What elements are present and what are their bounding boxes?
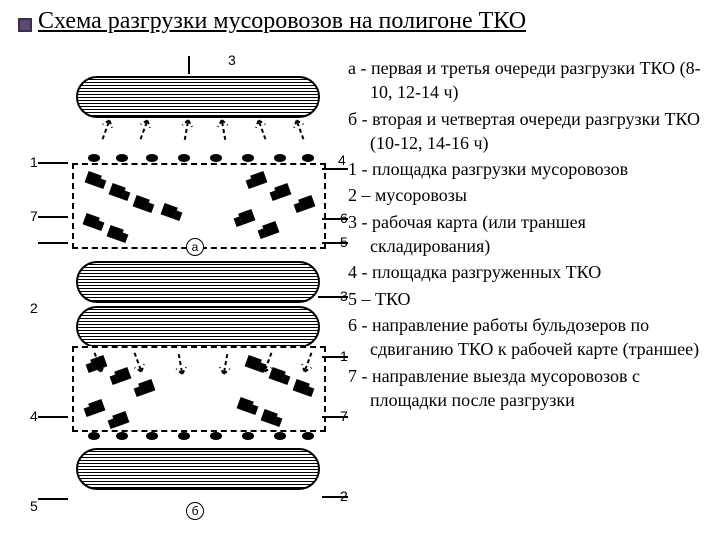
- waste-pile: [178, 154, 190, 162]
- panel-label: а: [186, 238, 204, 256]
- waste-pile: [146, 154, 158, 162]
- callout-number: 5: [340, 234, 348, 250]
- legend-item: 4 - площадка разгруженных ТКО: [348, 260, 710, 284]
- waste-pile: [88, 432, 100, 440]
- callout-number: 2: [30, 300, 38, 316]
- callout-number: 2: [340, 488, 348, 504]
- waste-pile: [274, 432, 286, 440]
- callout-number: 3: [228, 52, 236, 68]
- trench: [76, 261, 320, 303]
- unloading-scheme-diagram: аб1234567453127: [38, 56, 338, 516]
- callout-number: 3: [340, 288, 348, 304]
- waste-pile: [242, 154, 254, 162]
- slide-bullet: [18, 18, 32, 32]
- callout-number: 6: [340, 210, 348, 226]
- callout-number: 4: [338, 152, 346, 168]
- panel-label: б: [186, 502, 204, 520]
- leader-line: [38, 498, 68, 500]
- trench: [76, 448, 320, 490]
- callout-number: 7: [340, 408, 348, 424]
- leader-line: [38, 242, 68, 244]
- callout-number: 7: [30, 208, 38, 224]
- waste-pile: [242, 432, 254, 440]
- callout-number: 4: [30, 408, 38, 424]
- callout-number: 1: [340, 348, 348, 364]
- waste-pile: [210, 154, 222, 162]
- waste-pile: [210, 432, 222, 440]
- waste-pile: [178, 432, 190, 440]
- legend-item: 2 – мусоровозы: [348, 183, 710, 207]
- waste-pile: [88, 154, 100, 162]
- callout-number: 5: [30, 498, 38, 514]
- legend-item: 6 - направление работы бульдозеров по сд…: [348, 313, 710, 362]
- waste-pile: [146, 432, 158, 440]
- legend-item: 7 - направление выезда мусоровозов с пло…: [348, 364, 710, 413]
- legend-item: а - первая и третья очереди разгрузки ТК…: [348, 56, 710, 105]
- waste-pile: [302, 432, 314, 440]
- trench: [76, 306, 320, 348]
- leader-line: [38, 162, 68, 164]
- waste-pile: [116, 154, 128, 162]
- legend: а - первая и третья очереди разгрузки ТК…: [348, 56, 710, 414]
- legend-item: б - вторая и четвертая очереди разгрузки…: [348, 107, 710, 156]
- leader-line: [322, 168, 348, 170]
- page-title: Схема разгрузки мусоровозов на полигоне …: [38, 8, 526, 35]
- legend-item: 3 - рабочая карта (или траншея складиров…: [348, 210, 710, 259]
- legend-item: 5 – ТКО: [348, 287, 710, 311]
- callout-number: 1: [30, 154, 38, 170]
- waste-pile: [274, 154, 286, 162]
- leader-line: [188, 56, 190, 74]
- leader-line: [38, 416, 68, 418]
- waste-pile: [116, 432, 128, 440]
- waste-pile: [302, 154, 314, 162]
- legend-item: 1 - площадка разгрузки мусоровозов: [348, 157, 710, 181]
- trench: [76, 76, 320, 118]
- leader-line: [38, 216, 68, 218]
